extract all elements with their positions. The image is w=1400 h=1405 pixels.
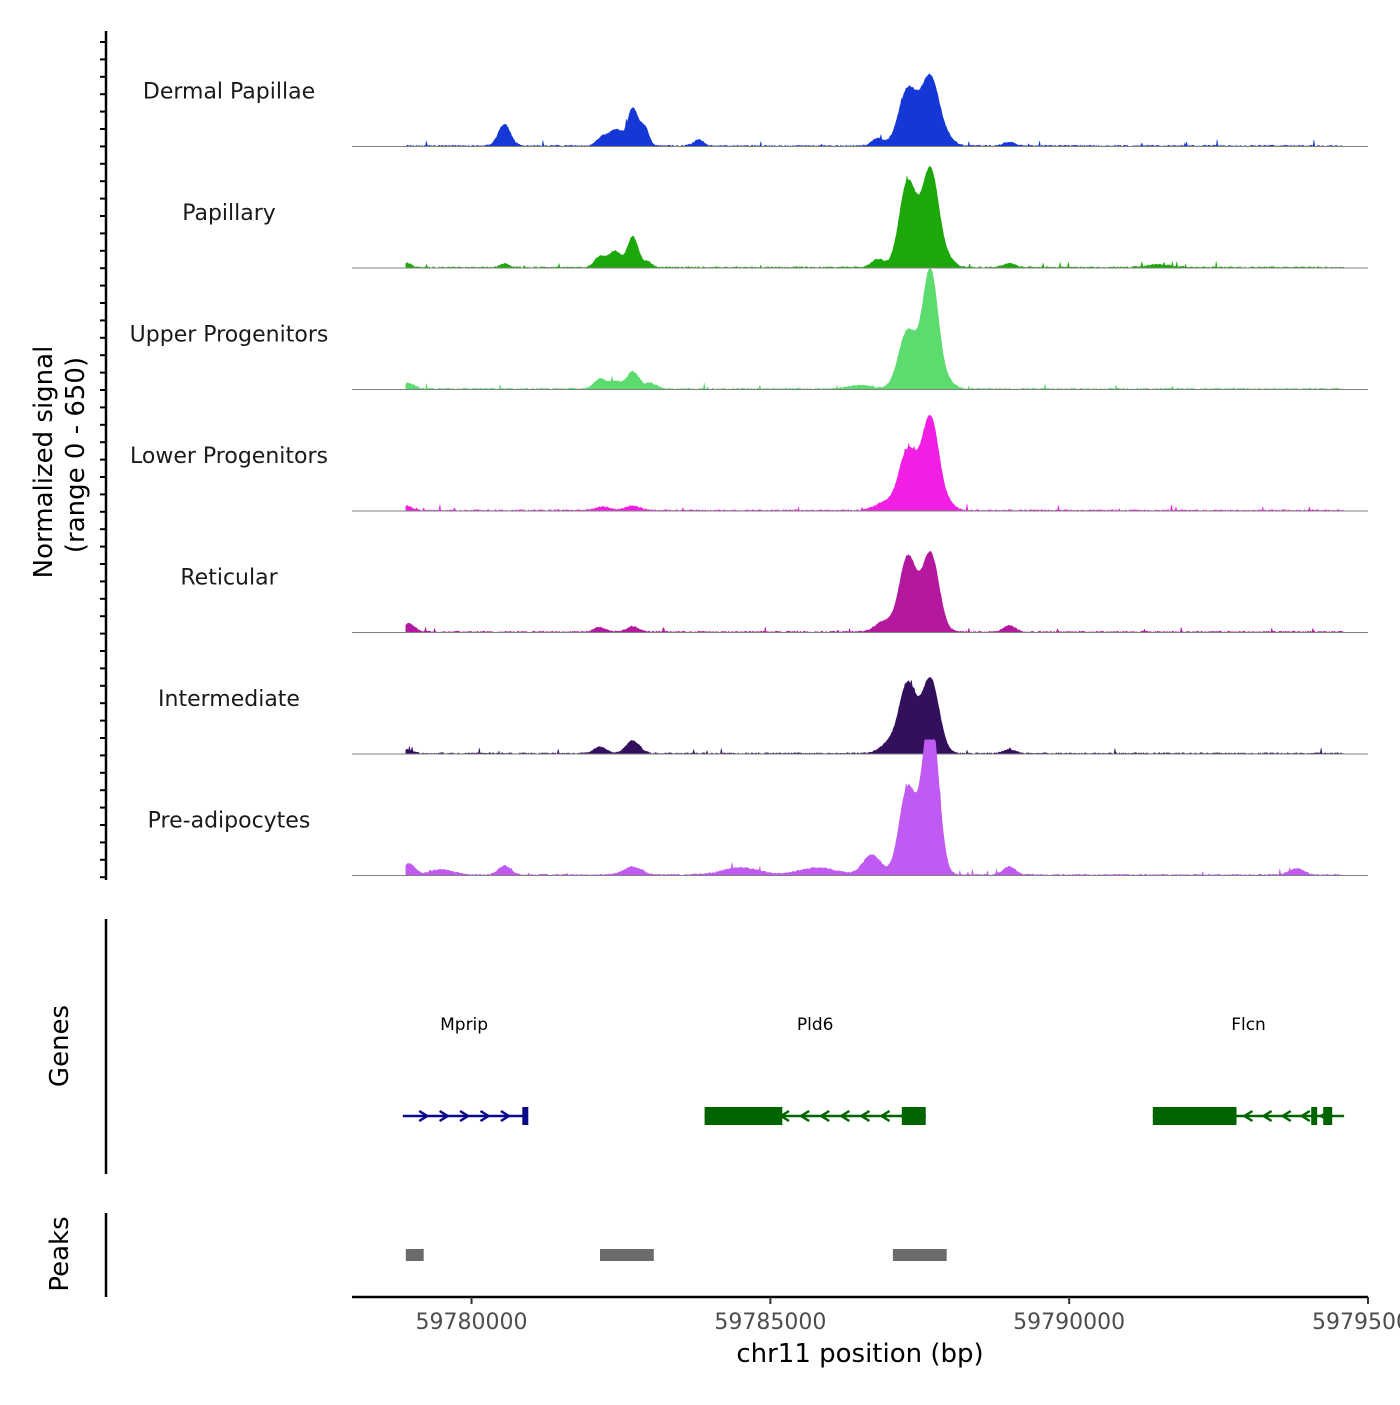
track-7: Pre-adipocytes [148,739,1368,877]
gene-flcn: Flcn [1152,1015,1345,1125]
strand-arrow [1280,1109,1292,1123]
x-axis-title: chr11 position (bp) [736,1339,983,1369]
gene-exon [1323,1107,1333,1125]
track-5: Reticular [180,550,1368,633]
gene-mprip: Mprip [402,1015,529,1125]
gene-exon [522,1107,529,1125]
strand-arrow [418,1109,430,1123]
strand-arrow [500,1109,512,1123]
signal-y-axis [100,31,108,880]
x-axis: 59780000 59785000 59790000 59795000 [352,1295,1400,1335]
track-label: Upper Progenitors [130,323,329,348]
track-label: Reticular [180,566,278,591]
gene-label: Flcn [1231,1015,1266,1035]
peak-region [405,1249,424,1261]
gene-label: Mprip [440,1015,488,1035]
gene-label: Pld6 [797,1015,834,1035]
track-4: Lower Progenitors [130,414,1368,512]
peak-region [892,1249,947,1261]
gene-exon [901,1107,926,1125]
strand-arrow [1299,1109,1311,1123]
x-tick-label: 59785000 [714,1310,826,1335]
track-3: Upper Progenitors [130,268,1368,390]
track-6: Intermediate [158,677,1368,755]
signal-area [405,677,1345,755]
strand-arrow [1242,1109,1254,1123]
track-label: Lower Progenitors [130,444,328,469]
signal-area [405,73,1345,148]
strand-arrow [479,1109,491,1123]
track-label: Dermal Papillae [143,80,315,105]
strand-arrow [459,1109,471,1123]
strand-arrow [438,1109,450,1123]
x-tick-label: 59780000 [416,1310,528,1335]
x-tick-label: 59790000 [1013,1310,1125,1335]
genes-panel: Mprip Pld6 Flcn [104,919,1345,1174]
strand-arrow [1261,1109,1273,1123]
y-axis-title-line1: Normalized signal [29,346,59,579]
signal-tracks: Dermal Papillae Papillary Upper Progenitor… [130,73,1368,877]
peaks-panel [104,1213,947,1297]
track-label: Papillary [182,201,276,226]
track-label: Intermediate [158,687,300,712]
gene-exon [1311,1107,1318,1125]
genes-panel-title: Genes [45,1005,75,1087]
strand-arrow [838,1109,850,1123]
gene-exon [1152,1107,1237,1125]
gene-pld6: Pld6 [704,1015,926,1125]
track-1: Dermal Papillae [143,73,1368,148]
y-axis-title-line2: (range 0 - 650) [61,357,91,553]
signal-area [405,550,1345,633]
strand-arrow [859,1109,871,1123]
track-label: Pre-adipocytes [148,809,311,834]
strand-arrow [798,1109,810,1123]
track-2: Papillary [182,166,1368,269]
gene-exon [704,1107,783,1125]
signal-area [405,414,1345,512]
peak-region [600,1249,654,1261]
strand-arrow [818,1109,830,1123]
signal-area [405,739,1345,877]
strand-arrow [879,1109,891,1123]
x-tick-label: 59795000 [1312,1310,1400,1335]
signal-area [405,268,1345,390]
peaks-panel-title: Peaks [45,1216,75,1291]
signal-area [405,166,1345,269]
